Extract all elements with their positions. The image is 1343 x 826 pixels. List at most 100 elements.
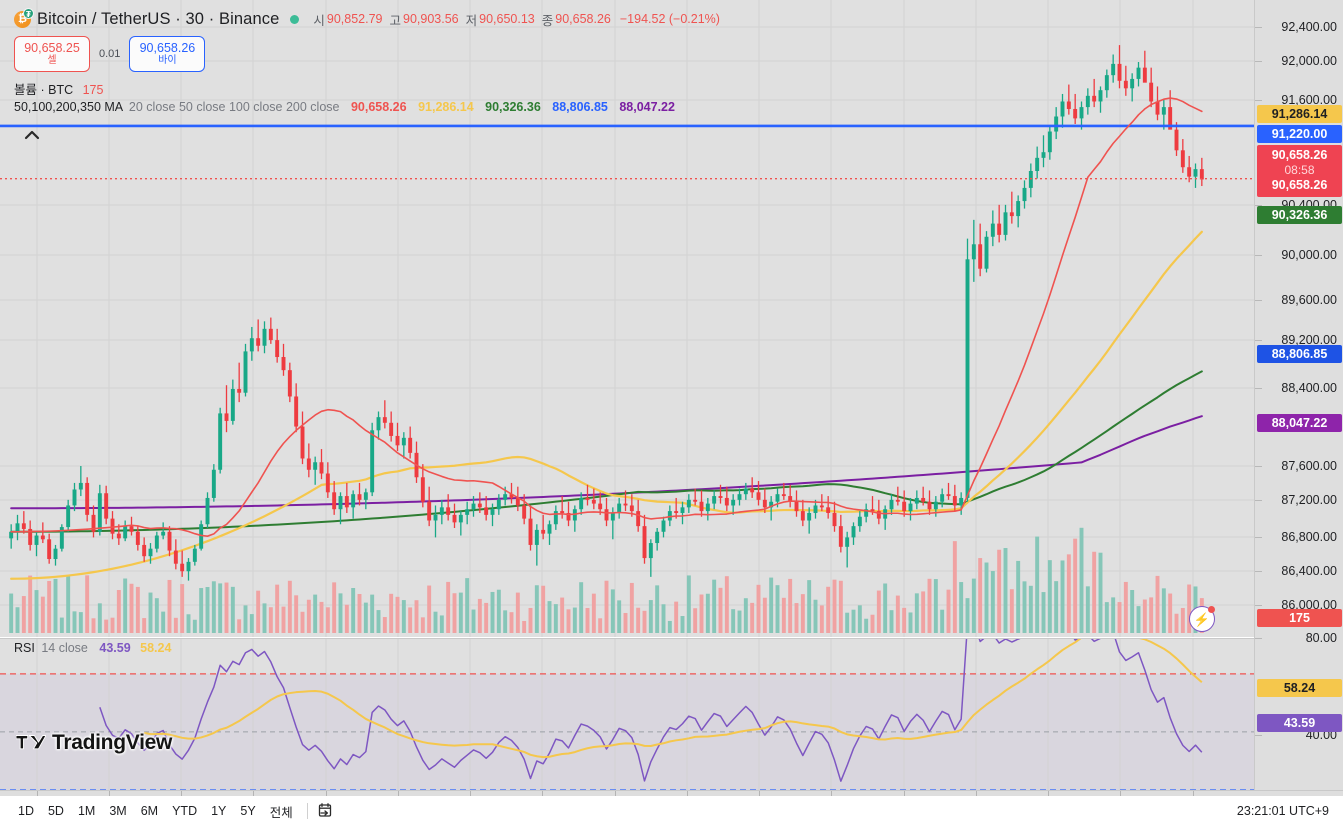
time-tick-mark [687, 791, 688, 796]
go-to-date-icon[interactable] [316, 802, 334, 820]
time-tick-mark [904, 791, 905, 796]
ma-params: 20 close 50 close 100 close 200 close [128, 100, 340, 114]
low-label: 저 [465, 13, 478, 28]
high-label: 고 [389, 13, 402, 28]
volume-label: 볼륨 · BTC [14, 83, 74, 97]
time-tick-mark [1120, 791, 1121, 796]
change-value: −194.52 (−0.21%) [619, 12, 720, 26]
ohlc-values: 시 90,852.79 고 90,903.56 저 90,650.13 종 90,658… [308, 10, 720, 29]
rsi-params: 14 close [41, 641, 88, 655]
axis-tick-mark [1255, 205, 1262, 206]
time-tick-mark [976, 791, 977, 796]
price-tick-label: 86,000.00 [1281, 598, 1337, 612]
range-button-6m[interactable]: 6M [140, 804, 159, 818]
rsi-title: RSI [14, 641, 35, 655]
rsi-pane[interactable] [0, 638, 1255, 791]
rsi-ma-value: 58.24 [140, 641, 172, 655]
current-price-value: 90,658.26 [1271, 148, 1328, 162]
sell-label: 셀 [47, 54, 57, 66]
collapse-pane-icon[interactable] [24, 128, 40, 142]
time-tick-mark [831, 791, 832, 796]
axis-tick-mark [1255, 500, 1262, 501]
ma350-price-badge[interactable]: 88,047.22 [1257, 414, 1342, 432]
range-buttons: 1D 5D 1M 3M 6M YTD 1Y 5Y 전체 [12, 799, 299, 824]
time-tick-mark [37, 791, 38, 796]
buy-label: 바이 [158, 54, 177, 66]
price-tick-label: 92,400.00 [1281, 20, 1337, 34]
tradingview-logo-icon [16, 735, 46, 750]
current-price-badge[interactable]: 90,658.26 08:58 90,658.26 [1257, 145, 1342, 197]
time-tick-mark [398, 791, 399, 796]
high-value: 90,903.56 [403, 12, 459, 26]
time-tick-mark [253, 791, 254, 796]
axis-tick-mark [1255, 638, 1262, 639]
ma-legend[interactable]: 50,100,200,350 MA 20 close 50 close 100 … [14, 100, 720, 116]
close-value: 90,658.26 [555, 12, 611, 26]
axis-tick-mark [1255, 300, 1262, 301]
time-tick-mark [470, 791, 471, 796]
price-tick-label: 92,000.00 [1281, 54, 1337, 68]
axis-tick-mark [1255, 61, 1262, 62]
alert-bolt-button[interactable]: ⚡ [1189, 606, 1215, 632]
range-button-1y[interactable]: 1Y [211, 804, 227, 818]
rsi-ma-badge[interactable]: 58.24 [1257, 679, 1342, 697]
price-tick-label: 87,600.00 [1281, 459, 1337, 473]
price-tick-label: 88,400.00 [1281, 381, 1337, 395]
price-tick-label: 80.00 [1305, 631, 1337, 645]
range-button-3m[interactable]: 3M [109, 804, 127, 818]
symbol-title[interactable]: Bitcoin / TetherUS · 30 · Binance [37, 9, 280, 28]
volume-badge[interactable]: 175 [1257, 609, 1342, 627]
tradingview-wordmark: TradingView [52, 731, 173, 754]
low-value: 90,650.13 [479, 12, 535, 26]
ma-value-2: 90,326.36 [485, 100, 541, 114]
axis-tick-mark [1255, 571, 1262, 572]
range-button-1d[interactable]: 1D [18, 804, 34, 818]
ma-title: 50,100,200,350 MA [14, 100, 123, 114]
time-tick-mark [542, 791, 543, 796]
bottom-toolbar: 1D 5D 1M 3M 6M YTD 1Y 5Y 전체 23:21:01 UTC+9 [0, 796, 1343, 826]
ma-value-4: 88,047.22 [619, 100, 675, 114]
time-tick-mark [1048, 791, 1049, 796]
time-tick-mark [615, 791, 616, 796]
rsi-legend[interactable]: RSI 14 close 43.59 58.24 [14, 641, 171, 655]
volume-value: 175 [82, 83, 104, 97]
sell-price: 90,658.25 [24, 40, 80, 55]
range-button-5d[interactable]: 5D [47, 804, 64, 818]
close-label: 종 [541, 13, 554, 28]
ma-value-1: 91,286.14 [418, 100, 474, 114]
last-price-value: 90,658.26 [1271, 178, 1328, 192]
buy-button[interactable]: 90,658.26 바이 [129, 36, 206, 72]
time-tick-mark [181, 791, 182, 796]
price-tick-label: 89,600.00 [1281, 293, 1337, 307]
quote-row: 90,658.25 셀 0.01 90,658.26 바이 [14, 35, 720, 73]
open-value: 90,852.79 [326, 12, 383, 26]
tether-icon: ₮ [23, 7, 34, 19]
range-button-ytd[interactable]: YTD [172, 804, 198, 818]
range-button-1m[interactable]: 1M [77, 804, 96, 818]
bar-countdown: 08:58 [1284, 163, 1315, 177]
horizontal-line-price-badge[interactable]: 91,220.00 [1257, 125, 1342, 143]
ma50-price-badge[interactable]: 91,286.14 [1257, 105, 1342, 123]
main-chart-pane[interactable] [0, 0, 1255, 637]
price-tick-label: 91,600.00 [1281, 93, 1337, 107]
ma-value-3: 88,806.85 [552, 100, 608, 114]
price-axis[interactable]: 92,400.00 92,000.00 91,600.00 90,400.00 90,0… [1254, 0, 1343, 790]
price-tick-label: 89,200.00 [1281, 333, 1337, 347]
tradingview-watermark: TradingView [16, 731, 172, 755]
bitcoin-icon: ₿ ₮ [14, 7, 34, 28]
range-button-전체[interactable]: 전체 [269, 805, 293, 820]
rsi-value-badge[interactable]: 43.59 [1257, 714, 1342, 732]
time-tick-mark [759, 791, 760, 796]
spread-value: 0.01 [99, 48, 121, 60]
time-tick-mark [326, 791, 327, 796]
ma100-price-badge[interactable]: 90,326.36 [1257, 206, 1342, 224]
axis-tick-mark [1255, 605, 1262, 606]
sell-button[interactable]: 90,658.25 셀 [14, 36, 90, 72]
ma200-price-badge[interactable]: 88,806.85 [1257, 345, 1342, 363]
rsi-line [99, 639, 1203, 782]
volume-legend[interactable]: 볼륨 · BTC 175 [14, 79, 720, 97]
range-button-5y[interactable]: 5Y [240, 804, 256, 818]
ma-50-line [10, 230, 1203, 580]
time-tick-mark [109, 791, 110, 796]
